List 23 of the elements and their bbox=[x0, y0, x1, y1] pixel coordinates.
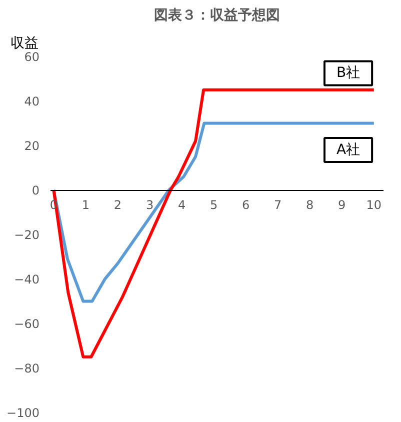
y-tick-label: 40 bbox=[24, 94, 40, 108]
x-tick-label: 5 bbox=[210, 198, 218, 212]
x-tick-label: 6 bbox=[242, 198, 250, 212]
y-tick-label: 0 bbox=[32, 184, 40, 198]
y-axis-title: 収益 bbox=[10, 36, 38, 52]
y-tick-label: −20 bbox=[14, 228, 40, 242]
y-tick-label: −40 bbox=[14, 272, 40, 286]
y-tick-label: −100 bbox=[6, 406, 40, 420]
series-label: B社 bbox=[336, 65, 360, 82]
x-tick-label: 2 bbox=[114, 198, 122, 212]
x-tick-label: 10 bbox=[366, 198, 382, 212]
y-tick-label: −60 bbox=[14, 317, 40, 331]
y-tick-label: −80 bbox=[14, 362, 40, 376]
x-tick-label: 9 bbox=[338, 198, 346, 212]
y-tick-label: 20 bbox=[24, 139, 40, 153]
y-tick-label: 60 bbox=[24, 50, 40, 64]
x-tick-label: 3 bbox=[146, 198, 154, 212]
x-tick-label: 7 bbox=[274, 198, 282, 212]
x-tick-label: 4 bbox=[178, 198, 186, 212]
chart-title: 図表３：収益予想図 bbox=[154, 8, 280, 24]
x-tick-label: 1 bbox=[82, 198, 90, 212]
series-label: A社 bbox=[336, 142, 360, 158]
x-tick-label: 8 bbox=[306, 198, 314, 212]
